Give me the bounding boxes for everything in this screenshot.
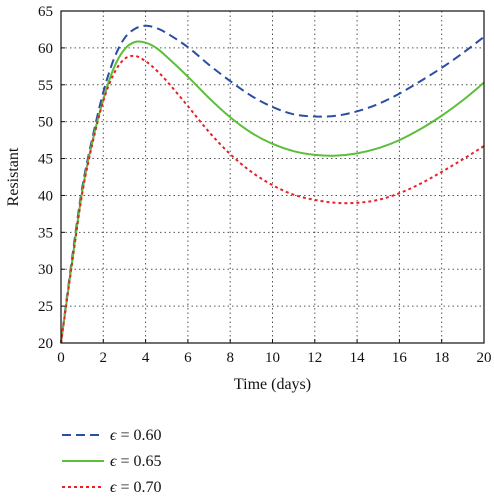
x-tick-label: 12	[307, 350, 322, 366]
y-tick-label: 60	[38, 41, 53, 57]
y-tick-label: 30	[38, 262, 53, 278]
legend-value: = 0.70	[116, 479, 161, 496]
x-tick-label: 2	[100, 350, 108, 366]
legend-symbol: ϵ	[110, 427, 117, 444]
y-tick-label: 45	[38, 152, 53, 168]
legend-label-3: ϵ = 0.70	[110, 479, 161, 496]
y-tick-label: 65	[38, 4, 53, 20]
x-tick-label: 4	[142, 350, 150, 366]
y-tick-label: 55	[38, 78, 53, 94]
y-tick-label: 20	[38, 336, 53, 352]
x-tick-label: 8	[226, 350, 234, 366]
x-axis-label: Time (days)	[234, 376, 311, 393]
legend-symbol: ϵ	[110, 453, 117, 470]
series-lines	[60, 24, 485, 344]
legend-value: = 0.65	[116, 453, 161, 470]
legend-symbol: ϵ	[110, 479, 117, 496]
y-tick-label: 35	[38, 225, 53, 241]
y-tick-label: 40	[38, 188, 53, 204]
series-line-1	[60, 24, 485, 344]
y-axis-label: Resistant	[5, 147, 22, 206]
x-tick-label: 10	[265, 350, 280, 366]
grid	[61, 11, 484, 343]
x-tick-label: 16	[392, 350, 408, 366]
legend-label-1: ϵ = 0.60	[110, 427, 161, 444]
y-tick-label: 50	[38, 115, 53, 131]
x-tick-label: 6	[184, 350, 192, 366]
x-tick-label: 20	[477, 350, 492, 366]
x-tick-label: 0	[57, 350, 65, 366]
y-tick-label: 25	[38, 299, 53, 315]
x-tick-label: 14	[350, 350, 366, 366]
legend-value: = 0.60	[116, 427, 161, 444]
tick-labels: 0 2 4 6 8 10 12 14 16 18 20 20 25 30 35 40 45 50 55 60 65	[38, 4, 492, 366]
x-tick-label: 18	[434, 350, 449, 366]
legend: ϵ = 0.60ϵ = 0.65ϵ = 0.70	[62, 427, 161, 496]
legend-label-2: ϵ = 0.65	[110, 453, 161, 470]
